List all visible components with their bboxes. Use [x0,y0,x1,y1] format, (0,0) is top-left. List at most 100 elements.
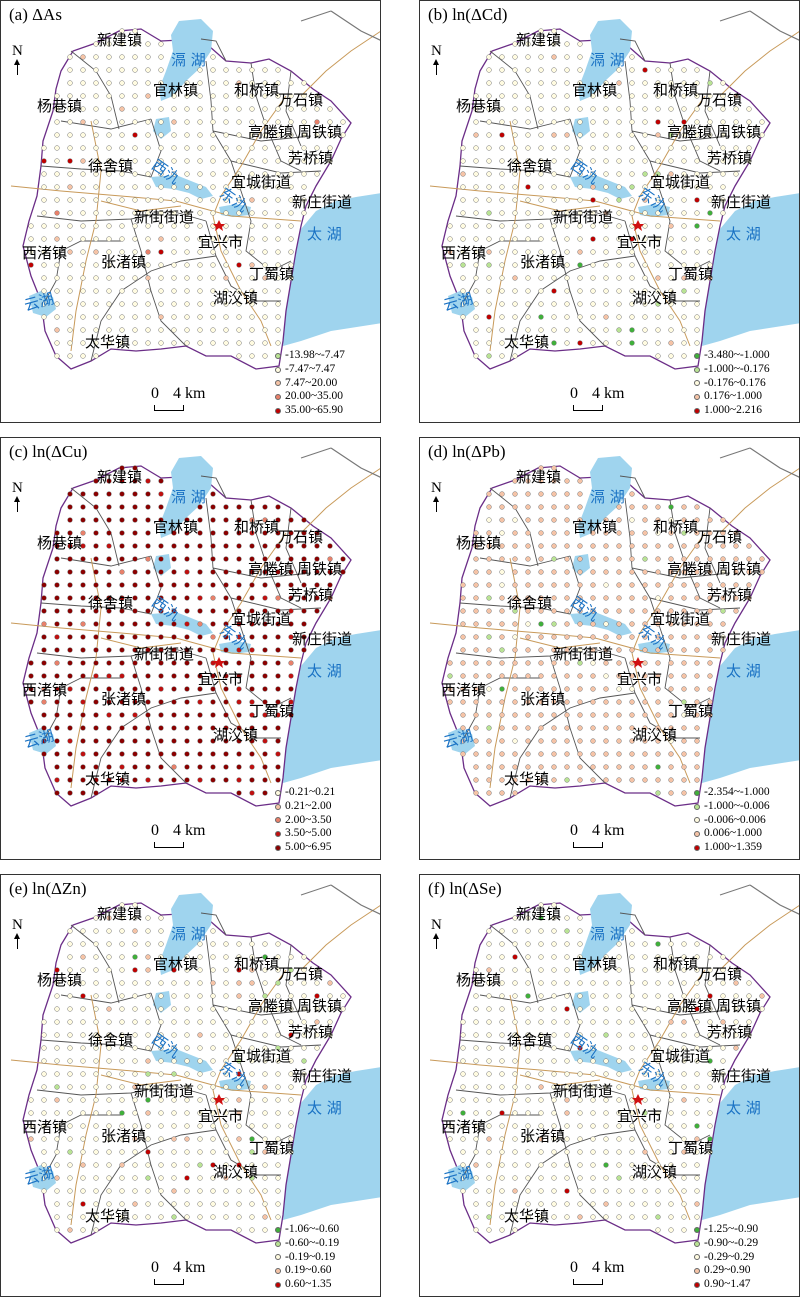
sample-point [681,93,687,99]
sample-point [197,301,203,307]
sample-point [119,1136,125,1142]
sample-point [249,764,255,770]
sample-point [564,1175,570,1181]
sample-point [525,686,531,692]
sample-point [67,1006,73,1012]
sample-point [288,236,294,242]
sample-point [145,712,151,718]
sample-point [236,504,242,510]
sample-point [473,647,479,653]
sample-point [551,158,557,164]
sample-point [171,1149,177,1155]
sample-point [80,236,86,242]
sample-point [577,595,583,601]
town-boundary [60,118,152,130]
sample-point [629,712,635,718]
sample-point [210,1201,216,1207]
sample-point [145,132,151,138]
legend-swatch [694,1240,700,1247]
sample-point [119,928,125,934]
sample-point [184,954,190,960]
sample-point [275,236,281,242]
sample-point [681,1019,687,1025]
sample-point [262,608,268,614]
sample-point [551,1214,557,1220]
sample-point [473,262,479,268]
sample-point [668,1201,674,1207]
outer-road [330,884,380,915]
sample-point [551,673,557,679]
sample-point [590,634,596,640]
sample-point [301,210,307,216]
sample-point [512,210,518,216]
legend: -1.25~-0.90 -0.90~-0.29 -0.29~0.29 0.29~0.9… [694,1223,758,1292]
sample-point [197,275,203,281]
sample-point [538,340,544,346]
sample-point [67,954,73,960]
sample-point [158,764,164,770]
sample-point [603,1162,609,1168]
map-panel: (f) ln(ΔSe) N 新建镇 官林镇 和桥镇 杨巷镇 万石镇 高塍镇 周铁镇 芳桥镇 徐舍镇宜… [419,874,800,1297]
sample-point [236,210,242,216]
sample-point [707,236,713,242]
sample-point [590,1175,596,1181]
sample-point [551,686,557,692]
sample-point [538,1045,544,1051]
sample-point [93,223,99,229]
place-label: 新街街道 [134,645,195,663]
sample-point [197,777,203,783]
sample-point [655,262,661,268]
sample-point [132,699,138,705]
sample-point [67,967,73,973]
sample-point [171,980,177,986]
sample-point [119,288,125,294]
sample-point [223,504,229,510]
sample-point [538,902,544,908]
sample-point [538,478,544,484]
sample-point [67,119,73,125]
sample-point [106,712,112,718]
sample-point [80,1097,86,1103]
sample-point [41,1084,47,1090]
sample-point [616,197,622,203]
sample-point [249,980,255,986]
sample-point [577,197,583,203]
place-label: 和桥镇 [234,518,280,536]
sample-point [499,673,505,679]
sample-point [132,980,138,986]
sample-point [564,777,570,783]
sample-point [577,1058,583,1064]
place-label: 新庄街道 [711,193,772,211]
sample-point [460,145,466,151]
sample-point [262,764,268,770]
legend-swatch [275,845,281,852]
sample-point [80,314,86,320]
sample-point [590,712,596,718]
sample-point [236,751,242,757]
sample-point [262,1227,268,1233]
sample-point [603,197,609,203]
sample-point [577,145,583,151]
sample-point [590,301,596,307]
sample-point [460,647,466,653]
sample-point [184,1162,190,1168]
sample-point [512,327,518,333]
legend-label: 0.006~1.000 [704,827,762,840]
sample-point [184,1110,190,1116]
sample-point [590,340,596,346]
scale-label: 4 km [592,822,625,839]
sample-point [525,504,531,510]
sample-point [236,621,242,627]
sample-point [551,530,557,536]
sample-point [668,249,674,255]
place-label: 万石镇 [697,528,743,546]
sample-point [564,530,570,536]
sample-point [616,93,622,99]
sample-point [197,184,203,190]
xijiu-lake [570,175,632,199]
sample-point [301,80,307,86]
sample-point [473,712,479,718]
sample-point [551,954,557,960]
sample-point [93,327,99,333]
place-label: 宜城街道 [231,173,292,191]
